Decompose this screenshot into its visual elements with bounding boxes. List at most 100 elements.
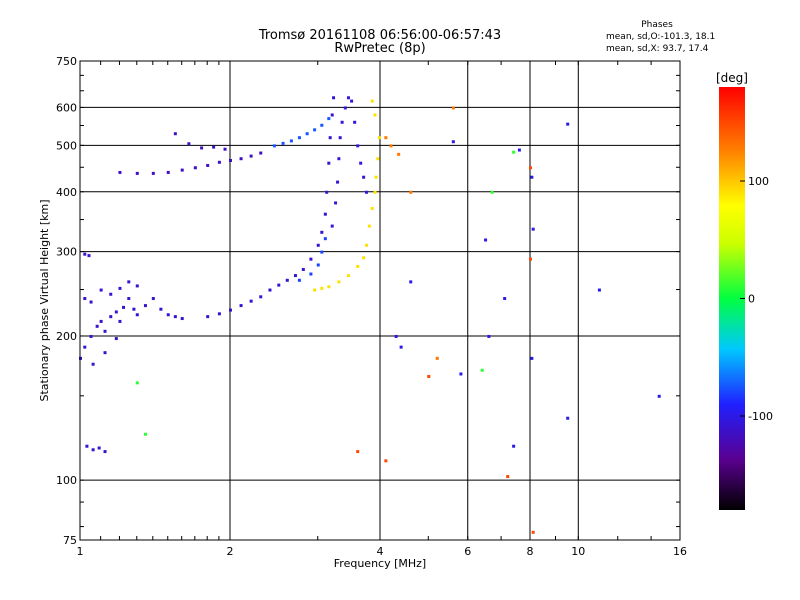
data-point [173, 315, 177, 319]
data-point [180, 317, 184, 321]
data-point [95, 324, 99, 328]
data-point [325, 190, 329, 194]
data-point [451, 140, 455, 144]
data-point [353, 120, 357, 124]
data-point [409, 280, 413, 284]
data-point [435, 356, 439, 360]
data-point [91, 448, 95, 452]
data-point [268, 288, 272, 292]
data-point [397, 152, 401, 156]
data-point [328, 136, 332, 140]
colorbar-tick-label: 100 [748, 175, 769, 188]
chart-title: Tromsø 20161108 06:56:00-06:57:43 [258, 28, 502, 43]
data-point [127, 280, 131, 284]
data-point [332, 96, 336, 100]
data-point [135, 381, 139, 385]
data-point [166, 313, 170, 317]
data-point [200, 146, 204, 150]
data-point [373, 113, 377, 117]
data-point [370, 206, 374, 210]
data-point [487, 334, 491, 338]
data-point [512, 150, 516, 154]
chart-subtitle: RwPretec (8p) [334, 41, 426, 56]
data-point [89, 334, 93, 338]
data-point [362, 175, 366, 179]
data-point [384, 136, 388, 140]
data-point [531, 227, 535, 231]
data-point [206, 163, 210, 167]
data-point [259, 151, 263, 155]
phases-x-stats: mean, sd,X: 93.7, 17.4 [606, 44, 709, 54]
data-point [506, 475, 510, 479]
data-point [83, 252, 87, 256]
data-point [316, 243, 320, 247]
x-tick-label: 10 [571, 545, 585, 558]
data-point [109, 292, 113, 296]
data-point [132, 307, 136, 311]
data-point [512, 444, 516, 448]
data-point [343, 106, 347, 110]
phases-o-stats: mean, sd,O:-101.3, 18.1 [606, 32, 716, 42]
data-point [337, 280, 341, 284]
data-point [373, 190, 377, 194]
data-point [377, 136, 381, 140]
y-tick-label: 400 [56, 186, 77, 199]
data-point [85, 444, 89, 448]
data-point [305, 132, 309, 136]
data-point [206, 315, 210, 319]
data-point [490, 190, 494, 194]
data-point [409, 190, 413, 194]
data-point [484, 238, 488, 242]
data-point [259, 295, 263, 299]
x-tick-label: 16 [673, 545, 687, 558]
data-point [320, 123, 324, 127]
data-point [103, 351, 107, 355]
data-point [217, 312, 221, 316]
data-point [529, 166, 532, 170]
data-point [356, 264, 360, 268]
data-point [389, 144, 393, 148]
data-point [143, 432, 147, 436]
data-point [122, 305, 126, 309]
data-point [135, 284, 139, 288]
data-point [297, 278, 301, 282]
data-point [451, 106, 455, 110]
data-point [323, 237, 327, 241]
data-point [277, 283, 281, 287]
data-point [83, 297, 87, 301]
data-point [118, 319, 122, 323]
colorbar-tick-label: -100 [748, 410, 773, 423]
data-point [229, 158, 232, 162]
data-point [87, 254, 91, 258]
data-point [350, 99, 354, 103]
data-point [399, 345, 403, 349]
data-point [103, 329, 107, 333]
data-point [340, 120, 344, 124]
y-tick-label: 300 [56, 246, 77, 259]
data-point [301, 267, 305, 271]
data-point [336, 180, 340, 184]
colorbar-tick-label: 0 [748, 293, 755, 306]
y-tick-label: 200 [56, 330, 77, 343]
data-point [118, 170, 122, 174]
data-point [320, 286, 324, 290]
data-point [359, 161, 363, 165]
data-point [384, 459, 388, 463]
data-point [187, 142, 191, 146]
data-point [320, 250, 324, 254]
y-tick-label: 100 [56, 474, 77, 487]
data-point [272, 144, 276, 148]
y-tick-label: 600 [56, 101, 77, 114]
y-tick-label: 750 [56, 55, 77, 68]
data-point [370, 99, 374, 103]
data-point [83, 345, 87, 349]
x-tick-label: 2 [227, 545, 234, 558]
data-point [566, 122, 570, 126]
data-point [97, 446, 101, 450]
data-point [327, 285, 331, 289]
data-point [566, 416, 570, 420]
y-tick-label: 500 [56, 139, 77, 152]
data-point [135, 313, 139, 317]
data-point [239, 304, 243, 308]
data-point [212, 145, 216, 149]
